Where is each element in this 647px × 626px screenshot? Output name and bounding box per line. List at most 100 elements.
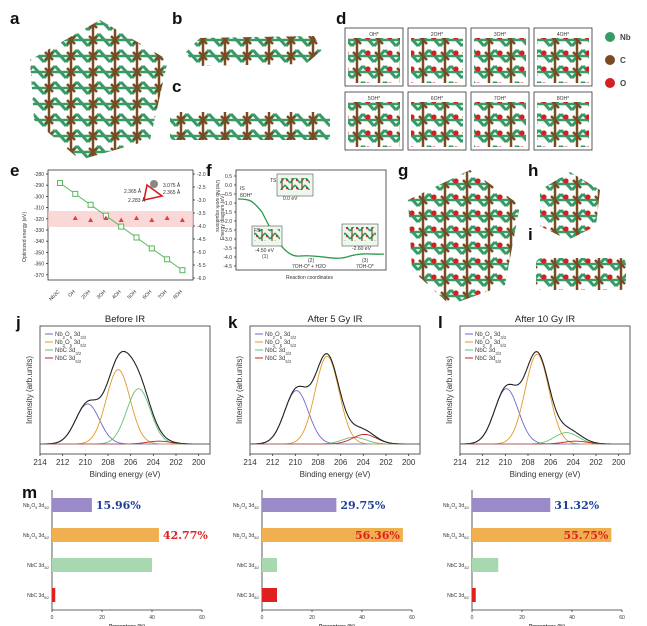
- xps-legend-label: NbC 3d5/2: [265, 356, 292, 364]
- xps-x-tick-label: 208: [311, 458, 325, 467]
- oh-config-label: 7OH*: [494, 96, 506, 102]
- bar-x-axis-label: Percentage (%): [109, 624, 145, 626]
- energy-marker: [57, 180, 63, 186]
- reaction-path-curve: [237, 198, 385, 259]
- e-right-tick-label: -2.5: [197, 185, 206, 191]
- e-left-tick-label: -310: [34, 206, 44, 212]
- e-right-tick-label: -2.0: [197, 172, 206, 178]
- e-right-tick-label: -6.0: [197, 276, 206, 282]
- energy-coverage-plot: -280 -290 -300 -310 -320 -330 -340 -350 -360 -370…: [22, 169, 220, 303]
- bar-category-label: NbC 3d5/2: [27, 593, 49, 600]
- f-ann-step1: (1): [262, 254, 268, 260]
- xps-x-tick-label: 214: [243, 458, 257, 467]
- left-axis-ticks: -280 -290 -300 -310 -320 -330 -340 -350 -360 -370: [34, 172, 48, 279]
- bar-category-label: NbC 3d5/2: [237, 593, 259, 600]
- xps-legend-label: NbC 3d3/2: [265, 348, 292, 356]
- work-marker: [134, 215, 139, 220]
- percentage-bar: [52, 558, 152, 572]
- xps-panel-after-10gy: After 10 Gy IR 214 212 210 208 206 204 202 200 Bi…: [445, 314, 631, 479]
- e-x-tick-label: OH: [67, 289, 77, 299]
- xps-x-tick-label: 214: [453, 458, 467, 467]
- e-left-tick-label: -350: [34, 250, 44, 256]
- bar-x-tick-label: 40: [359, 615, 365, 621]
- xps-x-tick-label: 212: [266, 458, 280, 467]
- e-left-tick-label: -330: [34, 228, 44, 234]
- oh-config-structure: [348, 38, 400, 83]
- xps-x-tick-label: 208: [521, 458, 535, 467]
- oxidised-slab-side: [536, 258, 626, 290]
- e-x-tick-label: 7OH: [157, 289, 169, 301]
- e-right-tick-label: -4.5: [197, 237, 206, 243]
- oh-config-structure: [411, 102, 463, 147]
- f-ann-8oh: 8OH*: [240, 193, 252, 199]
- e-right-tick-label: -4.0: [197, 224, 206, 230]
- work-marker: [164, 215, 170, 220]
- bar-x-tick-label: 20: [99, 615, 105, 621]
- f-ann-ts: TS: [270, 178, 277, 184]
- percentage-bar: [472, 588, 476, 602]
- inset-label-0: 2.365 Å: [124, 188, 142, 195]
- percentage-bar: [472, 558, 499, 572]
- bar-x-tick-label: 20: [309, 615, 315, 621]
- nb-legend-label: Nb: [620, 33, 631, 42]
- xps-x-tick-label: 210: [499, 458, 513, 467]
- xps-legend-label: Nb2O5 3d5/2: [265, 340, 297, 348]
- xps-y-axis-label: Intensity (arb.units): [445, 356, 454, 424]
- xps-panel-title: After 5 Gy IR: [308, 314, 363, 325]
- e-right-axis-label: Unit Nb work equations: [214, 180, 220, 232]
- f-y-tick-label: -3.0: [223, 237, 232, 243]
- panel-letter-f: f: [206, 161, 212, 180]
- xps-x-tick-label: 208: [101, 458, 115, 467]
- xps-legend-label: NbC 3d5/2: [55, 356, 82, 364]
- bar-panel-before-ir: 0 20 40 60 Percentage (%) Nb2O5 3d3/2 15.96% Nb…: [23, 490, 208, 626]
- e-left-tick-label: -280: [34, 172, 44, 178]
- xps-panel-title: After 10 Gy IR: [515, 314, 575, 325]
- f-ann-fs: FS: [254, 228, 261, 234]
- bar-category-label: Nb2O5 3d3/2: [443, 503, 469, 510]
- oh-config-label: 4OH*: [557, 32, 569, 38]
- xps-x-tick-label: 202: [379, 458, 393, 467]
- xps-x-tick-label: 206: [544, 458, 558, 467]
- xps-panel-title: Before IR: [105, 314, 145, 325]
- xps-y-axis-label: Intensity (arb.units): [235, 356, 244, 424]
- xps-panel-before-ir: Before IR 214 212 210 208 206 204 202 200 Binding…: [25, 314, 211, 479]
- nb2c-lattice-large: [30, 20, 168, 160]
- percentage-bar: [52, 588, 56, 602]
- xps-x-axis-label: Binding energy (eV): [300, 470, 371, 479]
- f-y-tick-label: -4.0: [223, 255, 232, 261]
- bar-panel-after-5gy: 0 20 40 60 Percentage (%) Nb2O5 3d3/2 29.75% Nb…: [233, 490, 415, 626]
- xps-legend-label: Nb2O5 3d3/2: [475, 332, 507, 340]
- panel-letter-m: m: [22, 483, 37, 502]
- oh-configuration-grid: OH* 2OH* 3OH* 4OH* 5OH* 6OH* 7OH* 8OH*: [344, 27, 593, 151]
- xps-plot-frame: [459, 325, 631, 455]
- bar-x-tick-label: 60: [619, 615, 625, 621]
- e-left-axis-label: Optimized energy (eV): [22, 212, 28, 262]
- bar-category-label: Nb2O5 3d5/2: [233, 533, 259, 540]
- panel-letter-d: d: [336, 9, 346, 28]
- percentage-bar: [262, 528, 403, 542]
- panel-letter-a: a: [10, 9, 20, 28]
- e-left-tick-label: -290: [34, 183, 44, 189]
- xps-x-tick-label: 202: [169, 458, 183, 467]
- f-y-tick-label: -2.5: [223, 228, 232, 234]
- bar-data-label: 15.96%: [96, 499, 141, 512]
- xps-legend-label: NbC 3d3/2: [55, 348, 82, 356]
- e-right-tick-label: -3.0: [197, 198, 206, 204]
- e-left-tick-label: -340: [34, 239, 44, 245]
- f-x-axis-label: Reaction coordinates: [286, 275, 333, 281]
- inset-label-3: 2.283 Å: [128, 197, 146, 204]
- xps-legend-label: Nb2O5 3d3/2: [55, 332, 87, 340]
- e-x-tick-label: Nb2C: [48, 289, 62, 303]
- xps-x-tick-label: 206: [124, 458, 138, 467]
- e-x-tick-label: 8OH: [172, 289, 184, 301]
- oh-config-structure: [537, 38, 589, 83]
- panel-letter-b: b: [172, 9, 182, 28]
- f-ann-step3: (3): [362, 258, 368, 264]
- oxidised-lattice: [408, 170, 520, 305]
- xps-x-axis-label: Binding energy (eV): [510, 470, 581, 479]
- f-y-tick-label: -0.5: [223, 192, 232, 198]
- inset-label-2: 2.365 Å: [163, 189, 181, 196]
- oh-config-structure: [537, 102, 589, 147]
- e-left-tick-label: -360: [34, 262, 44, 268]
